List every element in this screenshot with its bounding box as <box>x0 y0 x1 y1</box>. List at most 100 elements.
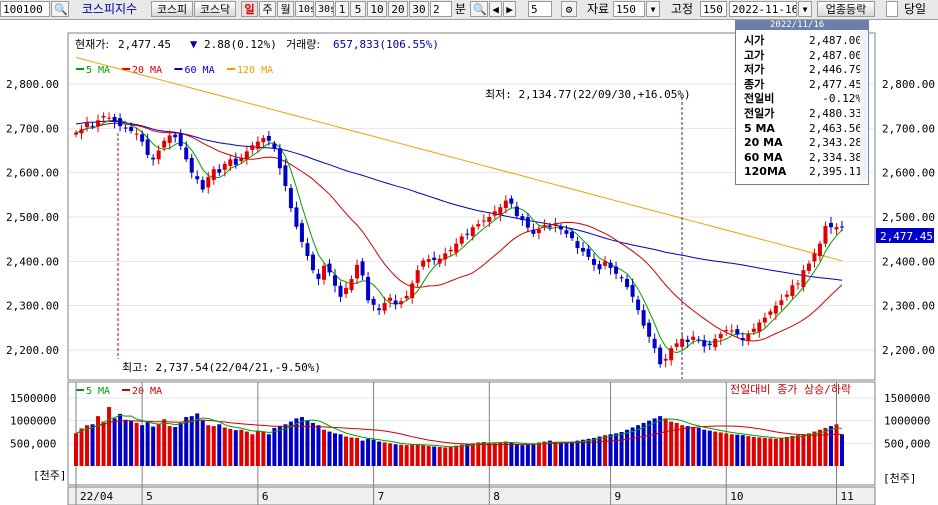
kospi-button[interactable]: 코스피 <box>151 1 193 17</box>
candle-body <box>608 262 613 268</box>
volume-bar <box>784 436 789 466</box>
data-count-dropdown-icon[interactable]: ▼ <box>646 1 660 17</box>
candle-body <box>310 254 315 271</box>
info-row: 전일가 2,480.33 <box>744 107 862 120</box>
volume-bar <box>206 425 211 466</box>
sector-updown-button[interactable]: 업종등락 <box>817 1 875 17</box>
x-tick-label: 10 <box>730 490 743 503</box>
volume-bar <box>443 447 448 466</box>
volume-bar <box>360 440 365 466</box>
volume-bar <box>603 435 608 466</box>
data-count-input[interactable]: 150 <box>613 1 645 17</box>
info-row: 5 MA 2,463.56 <box>744 122 862 135</box>
candle-body <box>762 317 767 323</box>
arrow-left-icon[interactable]: ◀ <box>489 1 502 17</box>
zoom-in-icon[interactable]: 🔍 <box>470 1 488 17</box>
candle-body <box>702 340 707 347</box>
volume-ma-legend: 5 MA 20 MA <box>76 386 162 397</box>
volume-bar <box>713 431 718 466</box>
minute-30-button[interactable]: 30 <box>409 1 429 17</box>
info-row-value: 2,487.00 <box>809 34 862 47</box>
candle-body <box>784 294 789 297</box>
arrow-right-icon[interactable]: ▶ <box>503 1 516 17</box>
candle-body <box>294 207 299 227</box>
info-row: 종가 2,477.45 <box>744 78 862 91</box>
candle-body <box>426 259 431 262</box>
candle-body <box>718 334 723 339</box>
candle-body <box>691 336 696 340</box>
minute-input[interactable]: 2 <box>430 1 452 17</box>
candle-body <box>261 138 266 143</box>
candle-body <box>768 311 773 315</box>
current-price-label: 현재가: <box>75 38 109 51</box>
candle-body <box>470 227 475 236</box>
volume-unit-right: [천주] <box>883 471 917 485</box>
volume-bar <box>85 425 90 466</box>
volume-bar <box>790 436 795 466</box>
candle-body <box>244 151 249 160</box>
info-box-scrollbar[interactable] <box>860 31 867 181</box>
candle-body <box>195 176 200 180</box>
volume-bar <box>525 444 530 466</box>
kosdaq-button[interactable]: 코스닥 <box>194 1 236 17</box>
x-tick-label: 9 <box>615 490 622 503</box>
volume-bar <box>498 442 503 466</box>
candle-body <box>134 133 139 135</box>
code-input[interactable]: 100100 <box>0 1 50 17</box>
volume-tick-right: 1000000 <box>884 415 930 428</box>
period-week-button[interactable]: 주 <box>259 1 276 17</box>
minute-5-button[interactable]: 5 <box>350 1 366 17</box>
info-row-value: 2,446.79 <box>809 63 862 77</box>
volume-bar <box>575 440 580 466</box>
volume-bar <box>531 443 536 466</box>
candle-body <box>162 140 167 148</box>
candle-body <box>200 180 205 190</box>
candle-body <box>790 285 795 297</box>
candle-body <box>321 265 326 280</box>
candle-body <box>222 163 227 170</box>
volume-bar <box>564 442 569 466</box>
period-month-button[interactable]: 월 <box>277 1 294 17</box>
legend-label: 120 MA <box>237 65 273 76</box>
period-30s-button[interactable]: 30s <box>315 1 334 17</box>
candle-body <box>658 347 663 365</box>
minute-10-button[interactable]: 10 <box>367 1 387 17</box>
volume-bar <box>823 427 828 466</box>
same-day-checkbox[interactable] <box>886 1 898 17</box>
date-dropdown-icon[interactable]: ▼ <box>798 1 812 17</box>
settings-icon[interactable]: ⚙ <box>561 1 577 17</box>
candle-body <box>316 273 321 280</box>
volume-bar <box>476 442 481 466</box>
volume-bar <box>509 442 514 466</box>
volume-bar <box>762 437 767 466</box>
search-icon[interactable]: 🔍 <box>51 1 69 17</box>
volume-bar <box>217 424 222 466</box>
candle-body <box>184 147 189 160</box>
volume-bar <box>410 444 415 466</box>
volume-bar <box>277 426 282 466</box>
period-10s-button[interactable]: 10s <box>295 1 314 17</box>
period-day-button[interactable]: 일 <box>241 1 258 17</box>
candle-body <box>233 158 238 165</box>
volume-bar <box>377 441 382 466</box>
volume-bar <box>773 438 778 466</box>
volume-bar <box>228 428 233 466</box>
volume-bar <box>283 424 288 466</box>
fixed-count-input[interactable]: 150 <box>700 1 727 17</box>
x-axis-panel <box>67 486 876 505</box>
minute-1-button[interactable]: 1 <box>335 1 349 17</box>
candle-body <box>371 298 376 305</box>
legend-label: 5 MA <box>86 386 110 397</box>
volume-bar <box>333 433 338 466</box>
volume-bar <box>569 441 574 466</box>
volume-bar <box>707 430 712 466</box>
date-input[interactable]: 2022-11-16 <box>729 1 797 17</box>
candle-body <box>751 328 756 332</box>
minute-20-button[interactable]: 20 <box>388 1 408 17</box>
candle-body <box>795 283 800 285</box>
candle-body <box>344 287 349 294</box>
step-input[interactable]: 5 <box>528 1 552 17</box>
same-day-label: 당일 <box>904 2 927 16</box>
candle-body <box>553 223 558 226</box>
candle-body <box>250 145 255 150</box>
